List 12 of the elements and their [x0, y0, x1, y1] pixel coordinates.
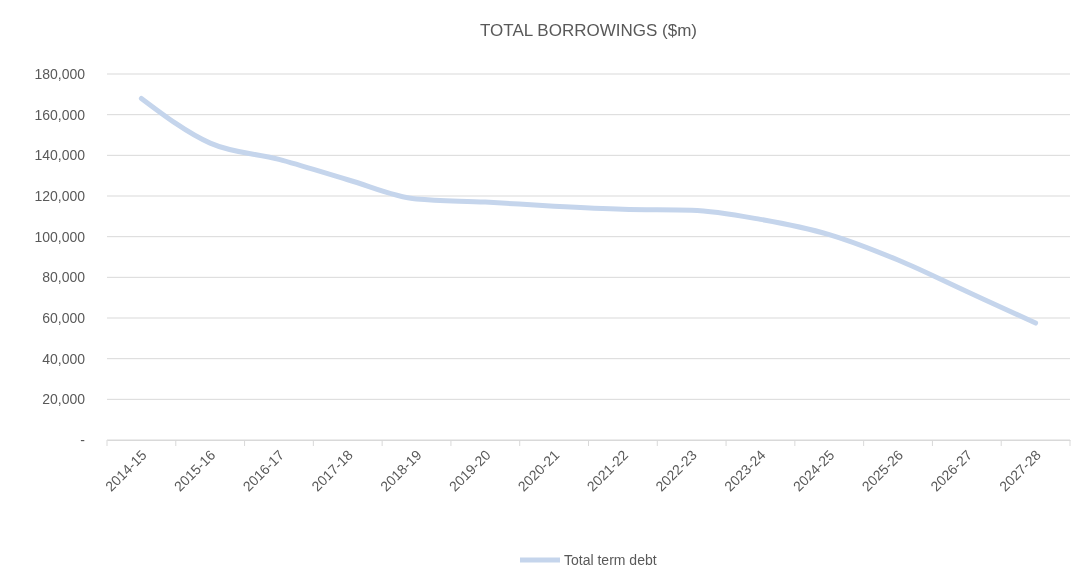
chart-title: TOTAL BORROWINGS ($m) [480, 21, 697, 40]
y-tick-label: - [80, 431, 86, 448]
y-tick-label: 180,000 [34, 65, 86, 82]
y-tick-label: 20,000 [42, 391, 86, 408]
y-tick-label: 140,000 [34, 147, 86, 164]
y-tick-label: 160,000 [34, 106, 86, 123]
y-tick-label: 60,000 [42, 309, 86, 326]
y-tick-label: 40,000 [42, 350, 86, 367]
y-tick-label: 100,000 [34, 228, 86, 245]
y-tick-label: 80,000 [42, 269, 86, 286]
legend-label: Total term debt [564, 552, 657, 568]
y-tick-label: 120,000 [34, 187, 86, 204]
